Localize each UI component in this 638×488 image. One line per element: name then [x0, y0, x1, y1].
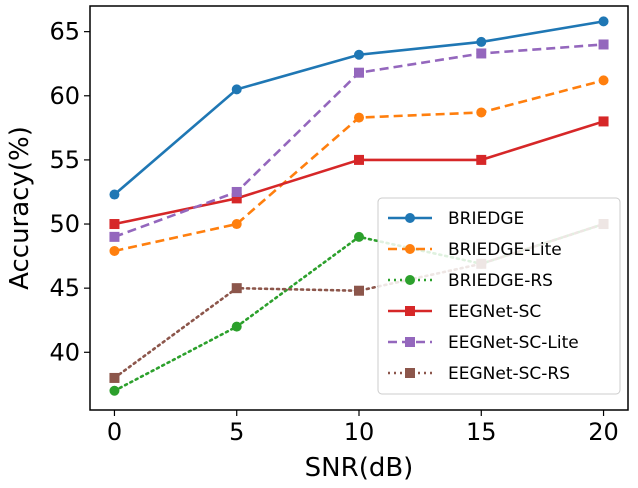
- data-point: [476, 36, 487, 47]
- series-briedge-lite: [109, 75, 609, 256]
- legend-entry: BRIEDGE: [388, 209, 524, 229]
- data-point: [231, 193, 242, 204]
- data-point: [598, 16, 609, 27]
- data-point: [354, 285, 364, 296]
- data-point: [598, 39, 609, 50]
- legend-marker: [405, 275, 415, 285]
- y-axis-label: Accuracy(%): [5, 126, 35, 290]
- plot-area: [109, 16, 609, 396]
- y-tick-label: 50: [49, 210, 80, 238]
- data-point: [109, 189, 120, 200]
- legend-entry: EEGNet-SC-RS: [388, 364, 570, 384]
- legend-entry: EEGNet-SC-Lite: [388, 333, 579, 353]
- y-tick-label: 40: [49, 338, 80, 366]
- legend-label: BRIEDGE-RS: [448, 271, 553, 291]
- legend-label: EEGNet-SC-RS: [448, 364, 570, 384]
- data-point: [231, 84, 242, 95]
- data-point: [109, 219, 120, 230]
- legend-label: EEGNet-SC-Lite: [448, 333, 579, 353]
- data-point: [476, 154, 487, 165]
- legend-marker: [405, 244, 415, 254]
- data-point: [476, 107, 487, 118]
- legend-marker: [405, 213, 415, 223]
- x-tick-label: 5: [229, 418, 244, 446]
- legend-entry: EEGNet-SC: [388, 302, 541, 322]
- series-line: [113, 222, 605, 380]
- legend-label: BRIEDGE: [448, 209, 524, 229]
- legend-label: EEGNet-SC: [448, 302, 541, 322]
- x-tick-label: 20: [588, 418, 619, 446]
- legend-marker: [405, 368, 415, 378]
- data-point: [354, 49, 364, 60]
- data-point: [109, 231, 120, 242]
- x-tick-label: 0: [107, 418, 122, 446]
- data-point: [231, 321, 242, 332]
- data-point: [231, 186, 242, 197]
- legend-label: BRIEDGE-Lite: [448, 240, 562, 260]
- data-point: [476, 48, 487, 59]
- y-tick-label: 60: [49, 82, 80, 110]
- y-tick-label: 45: [49, 274, 80, 302]
- y-tick-label: 65: [49, 18, 80, 46]
- data-point: [109, 372, 120, 383]
- data-point: [598, 116, 609, 127]
- data-point: [231, 219, 242, 230]
- data-point: [354, 112, 364, 123]
- axis-ticks: 0 5 10 15 20 40 45 50 55 60 65: [49, 18, 618, 446]
- legend: BRIEDGE BRIEDGE-Lite BRIEDGE-RS EEGNet-SC EE…: [377, 197, 621, 395]
- y-tick-label: 55: [49, 146, 80, 174]
- legend-entry: BRIEDGE-RS: [388, 271, 553, 291]
- data-point: [354, 67, 364, 78]
- data-point: [354, 231, 364, 242]
- data-point: [598, 75, 609, 86]
- x-axis-label: SNR(dB): [305, 453, 414, 483]
- legend-marker: [405, 337, 415, 347]
- data-point: [354, 154, 364, 165]
- series-briedge: [109, 16, 609, 200]
- data-point: [109, 245, 120, 256]
- x-tick-label: 15: [466, 418, 497, 446]
- series-line: [113, 20, 604, 196]
- legend-marker: [405, 306, 415, 316]
- legend-entry: BRIEDGE-Lite: [388, 240, 562, 260]
- x-tick-label: 10: [344, 418, 375, 446]
- data-point: [231, 283, 242, 294]
- legend-box: [377, 197, 621, 395]
- series-eegnet-sc-lite: [109, 39, 609, 242]
- data-point: [109, 385, 120, 396]
